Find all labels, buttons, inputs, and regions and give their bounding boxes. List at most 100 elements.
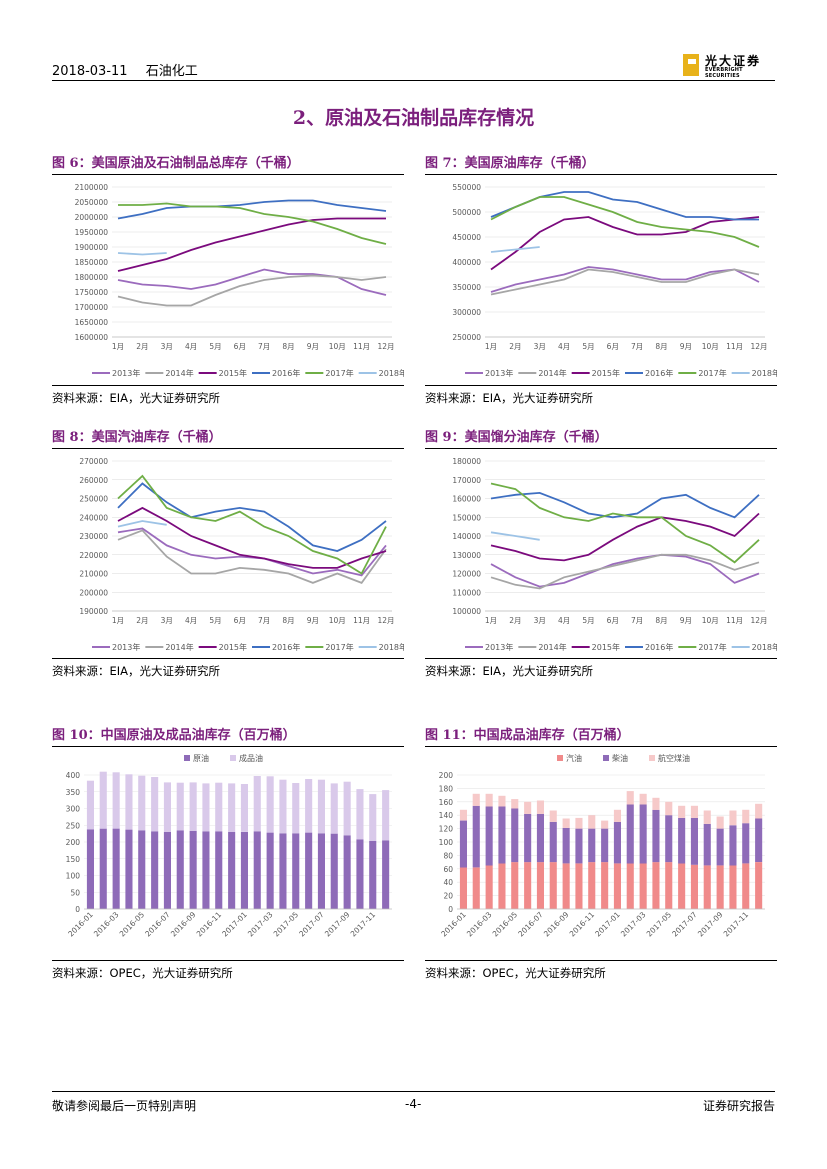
y-tick-label: 50 <box>70 888 80 897</box>
chart-fig10: 原油 成品油0501001502002503003504002016-012016… <box>66 753 392 939</box>
y-tick-label: 400 <box>66 771 81 780</box>
legend-label: 航空煤油 <box>658 753 690 763</box>
x-tick-label: 3月 <box>161 616 173 625</box>
x-tick-label: 2016-11 <box>195 910 224 939</box>
y-tick-label: 150000 <box>452 513 481 522</box>
legend-swatch <box>184 755 190 761</box>
x-tick-label: 5月 <box>582 342 594 351</box>
bar-segment <box>665 815 673 863</box>
broker-logo: 光大证券 EVERBRIGHT SECURITIES <box>683 52 775 79</box>
x-tick-label: 2月 <box>509 616 521 625</box>
footer-divider <box>52 1091 775 1092</box>
bar-segment <box>112 772 120 829</box>
bar-segment <box>343 781 351 836</box>
x-tick-label: 11月 <box>726 342 743 351</box>
bar-segment <box>151 777 159 832</box>
bar-segment <box>369 794 377 841</box>
bar-segment <box>202 783 210 832</box>
y-tick-label: 450000 <box>452 233 481 242</box>
x-tick-label: 2016-07 <box>143 910 172 939</box>
bar-segment <box>498 795 506 807</box>
bar-segment <box>755 818 763 862</box>
logo-cn: 光大证券 <box>705 54 762 68</box>
x-tick-label: 8月 <box>655 616 667 625</box>
legend-label: 2016年 <box>645 642 673 652</box>
chart-fig6: 1600000 1650000 1700000 1750000 1800000 18500… <box>75 183 404 378</box>
bar-segment <box>215 782 223 832</box>
bar-segment <box>189 782 197 831</box>
x-tick-label: 12月 <box>377 342 394 351</box>
y-tick-label: 80 <box>443 851 453 860</box>
bar-segment <box>549 821 557 863</box>
bar-segment <box>176 830 184 909</box>
y-tick-label: 180000 <box>452 457 481 466</box>
bar-segment <box>459 809 467 821</box>
x-tick-label: 8月 <box>282 616 294 625</box>
figure-10: 图 10：中国原油及成品油库存（百万桶） 原油 成品油 0 50 100 150 200 25… <box>52 724 404 965</box>
chart-fig7: 250000 300000 350000 400000 450000 500000 5500… <box>452 183 777 378</box>
bar-segment <box>112 828 120 909</box>
legend-label: 成品油 <box>239 753 263 763</box>
bar-segment <box>755 862 763 909</box>
bar-segment <box>742 823 750 864</box>
figure-title: 图 10：中国原油及成品油库存（百万桶） <box>52 724 404 747</box>
legend-label: 汽油 <box>566 753 582 763</box>
bar-segment <box>626 804 634 864</box>
logo-mark-icon <box>683 54 699 76</box>
y-tick-label: 550000 <box>452 183 481 192</box>
bar-segment <box>511 862 519 909</box>
series-line <box>490 268 760 296</box>
series-line <box>117 529 387 584</box>
y-tick-label: 1900000 <box>75 243 109 252</box>
x-tick-label: 2016-05 <box>491 910 520 939</box>
y-tick-label: 160 <box>439 798 454 807</box>
y-tick-label: 2050000 <box>75 198 109 207</box>
bar-segment <box>163 832 171 909</box>
legend-label: 2018年 <box>752 368 777 378</box>
bar-segment <box>472 805 480 868</box>
x-tick-label: 2016-11 <box>568 910 597 939</box>
x-tick-label: 3月 <box>534 616 546 625</box>
bar-segment <box>613 863 621 909</box>
series-line <box>117 268 387 296</box>
series-line <box>117 520 167 528</box>
series-line <box>118 202 387 245</box>
series-line <box>117 217 386 272</box>
bar-segment <box>151 831 159 909</box>
legend-label: 2017年 <box>698 368 726 378</box>
bar-segment <box>536 800 544 814</box>
bar-segment <box>639 793 647 805</box>
figure-7: 图 7：美国原油库存（千桶） 250000 300000 350000 400000 4… <box>425 152 777 389</box>
legend-label: 2013年 <box>112 368 140 378</box>
x-tick-label: 2016-09 <box>542 910 571 939</box>
bar-segment <box>639 804 647 864</box>
x-tick-label: 11月 <box>353 616 370 625</box>
bar-segment <box>652 797 660 810</box>
x-tick-label: 2月 <box>136 616 148 625</box>
bar-segment <box>652 862 660 909</box>
bar-segment <box>703 865 711 909</box>
bar-segment <box>240 784 248 832</box>
x-tick-label: 2016-01 <box>439 910 468 939</box>
bar-segment <box>228 832 236 909</box>
x-tick-label: 8月 <box>655 342 667 351</box>
y-tick-label: 230000 <box>79 532 108 541</box>
bar-segment <box>215 831 223 909</box>
x-tick-label: 2017-01 <box>220 910 249 939</box>
x-tick-label: 9月 <box>307 616 319 625</box>
legend-label: 2018年 <box>379 642 404 652</box>
x-tick-label: 12月 <box>750 342 767 351</box>
figure-title: 图 6：美国原油及石油制品总库存（千桶） <box>52 152 404 175</box>
bar-segment <box>549 862 557 909</box>
bar-segment <box>317 833 325 909</box>
bar-segment <box>305 832 313 909</box>
bar-segment <box>729 810 737 826</box>
x-tick-label: 2017-07 <box>670 910 699 939</box>
y-tick-label: 20 <box>443 892 453 901</box>
y-tick-label: 300000 <box>452 308 481 317</box>
page-header: 2018-03-11 石油化工 <box>52 60 212 79</box>
series-line <box>490 191 759 221</box>
bar-segment <box>292 833 300 909</box>
bar-segment <box>690 817 698 865</box>
x-tick-label: 2017-05 <box>272 910 301 939</box>
